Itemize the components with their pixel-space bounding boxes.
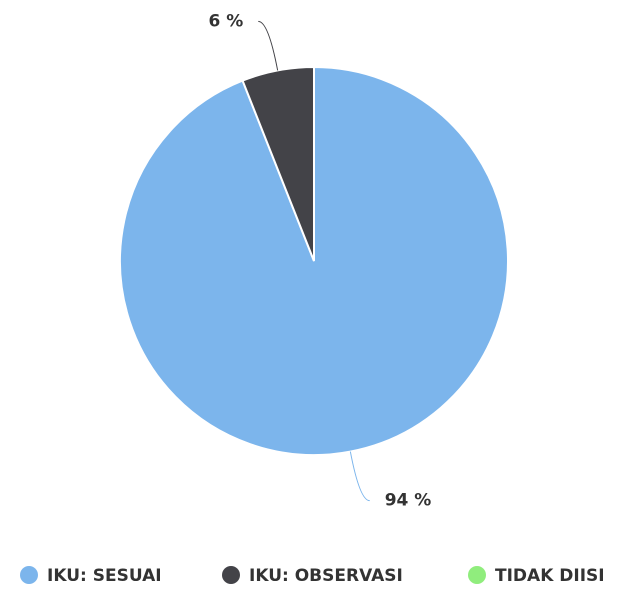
legend-label[interactable]: IKU: SESUAI [47,566,162,586]
data-label: 6 % [208,11,243,31]
legend-marker [222,566,240,584]
label-connector [349,451,370,502]
label-connector [258,20,279,71]
legend-label[interactable]: IKU: OBSERVASI [249,566,403,586]
legend-marker [20,566,38,584]
legend-label[interactable]: TIDAK DIISI [495,566,605,586]
data-label: 94 % [385,491,432,511]
legend-marker [468,566,486,584]
